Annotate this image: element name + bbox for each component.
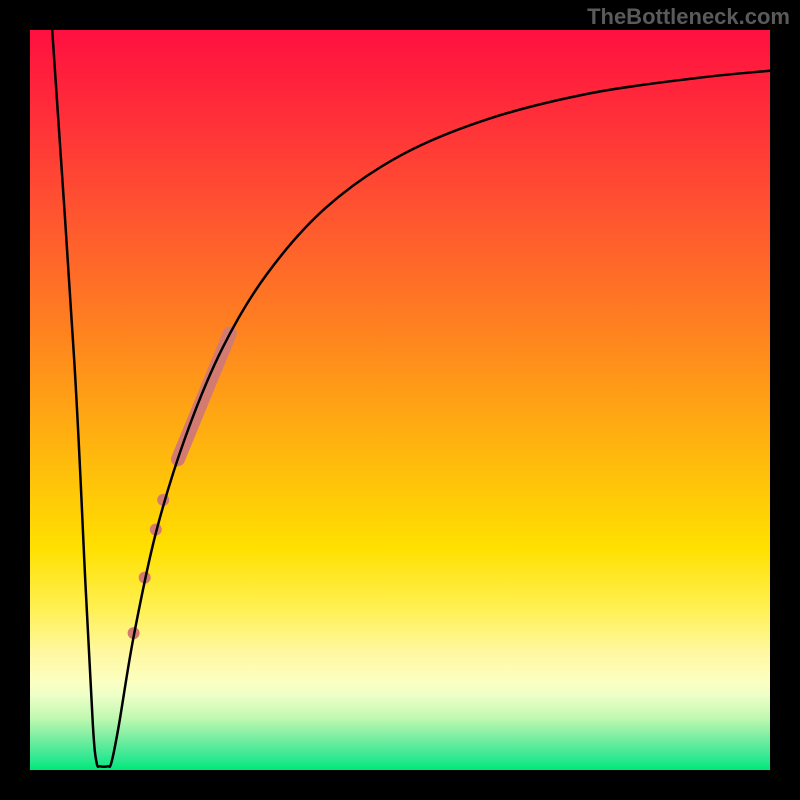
- watermark-text: TheBottleneck.com: [587, 4, 790, 30]
- chart-canvas: [0, 0, 800, 800]
- gradient-background: [30, 30, 770, 770]
- bottleneck-chart: TheBottleneck.com: [0, 0, 800, 800]
